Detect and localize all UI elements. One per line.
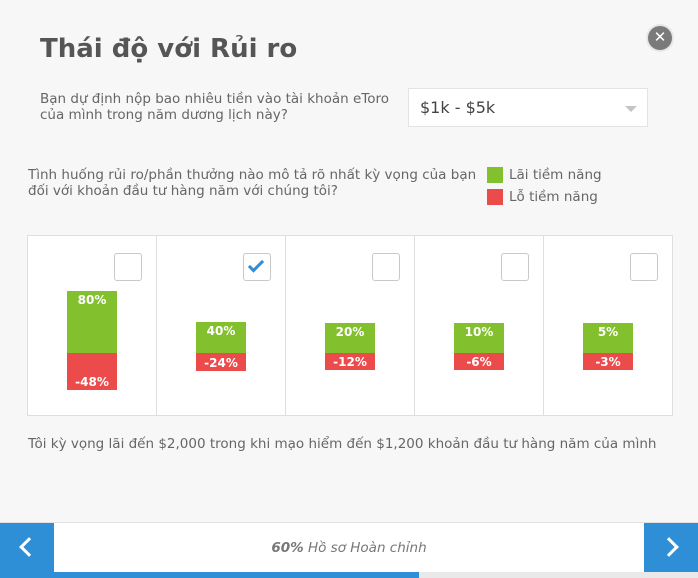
close-icon: ✕ bbox=[653, 28, 667, 46]
legend-loss-label: Lỗ tiềm năng bbox=[509, 189, 598, 205]
risk-option-checkbox[interactable] bbox=[114, 253, 142, 281]
loss-bar: -12% bbox=[325, 353, 375, 370]
legend-gain-label: Lãi tiềm năng bbox=[509, 167, 602, 183]
risk-option-5[interactable]: 5% -3% bbox=[544, 236, 672, 415]
page-title: Thái độ với Rủi ro bbox=[40, 34, 298, 64]
chevron-right-icon bbox=[659, 537, 679, 557]
legend-loss: Lỗ tiềm năng bbox=[487, 189, 598, 205]
risk-option-checkbox[interactable] bbox=[501, 253, 529, 281]
gain-bar: 80% bbox=[67, 291, 117, 353]
chevron-down-icon bbox=[625, 106, 637, 112]
close-button[interactable]: ✕ bbox=[648, 26, 672, 50]
legend-loss-swatch bbox=[487, 189, 503, 205]
gain-bar: 20% bbox=[325, 323, 375, 353]
risk-option-2[interactable]: 40% -24% bbox=[157, 236, 286, 415]
previous-button[interactable] bbox=[0, 523, 54, 572]
next-button[interactable] bbox=[644, 523, 698, 572]
progress-label: Hồ sơ Hoàn chỉnh bbox=[307, 540, 427, 556]
progress-percent: 60% bbox=[271, 540, 304, 556]
gain-bar: 40% bbox=[196, 322, 246, 353]
risk-option-checkbox[interactable] bbox=[243, 253, 271, 281]
risk-option-checkbox[interactable] bbox=[372, 253, 400, 281]
legend-gain-swatch bbox=[487, 167, 503, 183]
footer: 60% Hồ sơ Hoàn chỉnh bbox=[0, 522, 698, 578]
loss-bar: -6% bbox=[454, 353, 504, 370]
loss-bar: -48% bbox=[67, 353, 117, 390]
progress-bar-fill bbox=[0, 572, 419, 578]
deposit-selected-value: $1k - $5k bbox=[420, 98, 496, 117]
loss-bar: -3% bbox=[583, 353, 633, 370]
deposit-question: Bạn dự định nộp bao nhiêu tiền vào tài k… bbox=[40, 91, 390, 123]
gain-bar: 5% bbox=[583, 323, 633, 353]
risk-options-grid: 80% -48% 40% -24% 20% -12% 10% -6% 5% -3% bbox=[27, 235, 673, 416]
progress-bar bbox=[0, 572, 698, 578]
expectation-summary: Tôi kỳ vọng lãi đến $2,000 trong khi mạo… bbox=[28, 436, 657, 452]
loss-bar: -24% bbox=[196, 353, 246, 372]
progress-text: 60% Hồ sơ Hoàn chỉnh bbox=[54, 540, 644, 556]
checkmark-icon bbox=[247, 256, 265, 273]
risk-option-checkbox[interactable] bbox=[630, 253, 658, 281]
risk-option-4[interactable]: 10% -6% bbox=[415, 236, 544, 415]
deposit-select[interactable]: $1k - $5k bbox=[408, 88, 648, 127]
risk-question: Tình huống rủi ro/phần thưởng nào mô tả … bbox=[28, 167, 477, 199]
chevron-left-icon bbox=[19, 537, 39, 557]
legend-gain: Lãi tiềm năng bbox=[487, 167, 602, 183]
risk-option-3[interactable]: 20% -12% bbox=[286, 236, 415, 415]
risk-option-1[interactable]: 80% -48% bbox=[28, 236, 157, 415]
gain-bar: 10% bbox=[454, 323, 504, 353]
